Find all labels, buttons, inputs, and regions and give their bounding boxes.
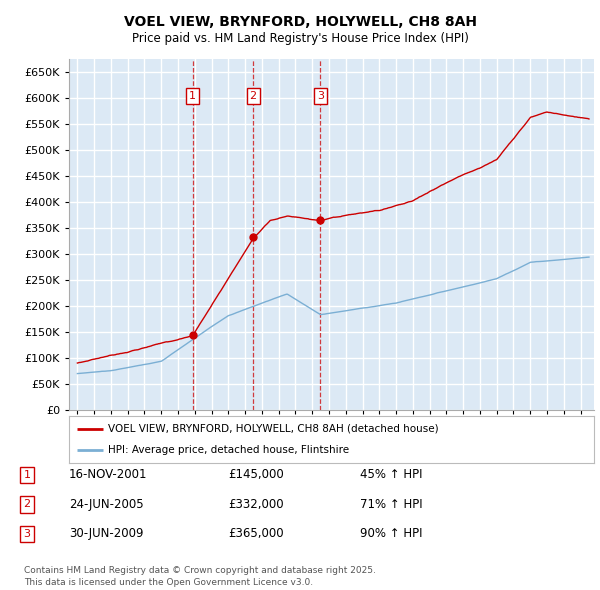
- Text: 30-JUN-2009: 30-JUN-2009: [69, 527, 143, 540]
- Text: 90% ↑ HPI: 90% ↑ HPI: [360, 527, 422, 540]
- Text: 24-JUN-2005: 24-JUN-2005: [69, 498, 143, 511]
- Text: VOEL VIEW, BRYNFORD, HOLYWELL, CH8 8AH: VOEL VIEW, BRYNFORD, HOLYWELL, CH8 8AH: [124, 15, 476, 29]
- Text: 3: 3: [317, 91, 324, 101]
- Text: 3: 3: [23, 529, 31, 539]
- Text: Price paid vs. HM Land Registry's House Price Index (HPI): Price paid vs. HM Land Registry's House …: [131, 32, 469, 45]
- Text: £145,000: £145,000: [228, 468, 284, 481]
- Text: VOEL VIEW, BRYNFORD, HOLYWELL, CH8 8AH (detached house): VOEL VIEW, BRYNFORD, HOLYWELL, CH8 8AH (…: [109, 424, 439, 434]
- Text: £365,000: £365,000: [228, 527, 284, 540]
- Text: 45% ↑ HPI: 45% ↑ HPI: [360, 468, 422, 481]
- Text: £332,000: £332,000: [228, 498, 284, 511]
- Text: 1: 1: [189, 91, 196, 101]
- Text: Contains HM Land Registry data © Crown copyright and database right 2025.
This d: Contains HM Land Registry data © Crown c…: [24, 566, 376, 587]
- Text: HPI: Average price, detached house, Flintshire: HPI: Average price, detached house, Flin…: [109, 445, 349, 455]
- Text: 16-NOV-2001: 16-NOV-2001: [69, 468, 148, 481]
- Text: 2: 2: [23, 500, 31, 509]
- Text: 71% ↑ HPI: 71% ↑ HPI: [360, 498, 422, 511]
- Text: 1: 1: [23, 470, 31, 480]
- Text: 2: 2: [250, 91, 257, 101]
